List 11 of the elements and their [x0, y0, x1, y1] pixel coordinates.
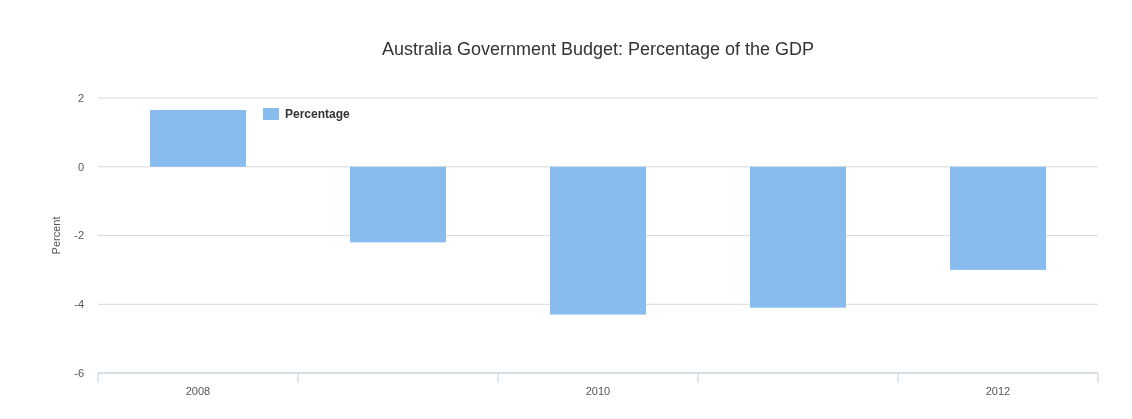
- legend-label: Percentage: [285, 107, 351, 121]
- y-tick-label: 0: [77, 160, 84, 173]
- chart-title: Australia Government Budget: Percentage of the GDP: [381, 39, 815, 59]
- x-tick-label: 2010: [585, 385, 611, 397]
- y-tick-label: -4: [74, 298, 84, 311]
- y-axis-title: Percent: [50, 216, 62, 255]
- y-tick-label: 2: [77, 91, 84, 104]
- x-tick-label: 2012: [985, 385, 1011, 397]
- y-tick-label: -2: [74, 229, 84, 242]
- x-tick-label: 2008: [185, 385, 211, 397]
- y-tick-label: -6: [74, 366, 84, 379]
